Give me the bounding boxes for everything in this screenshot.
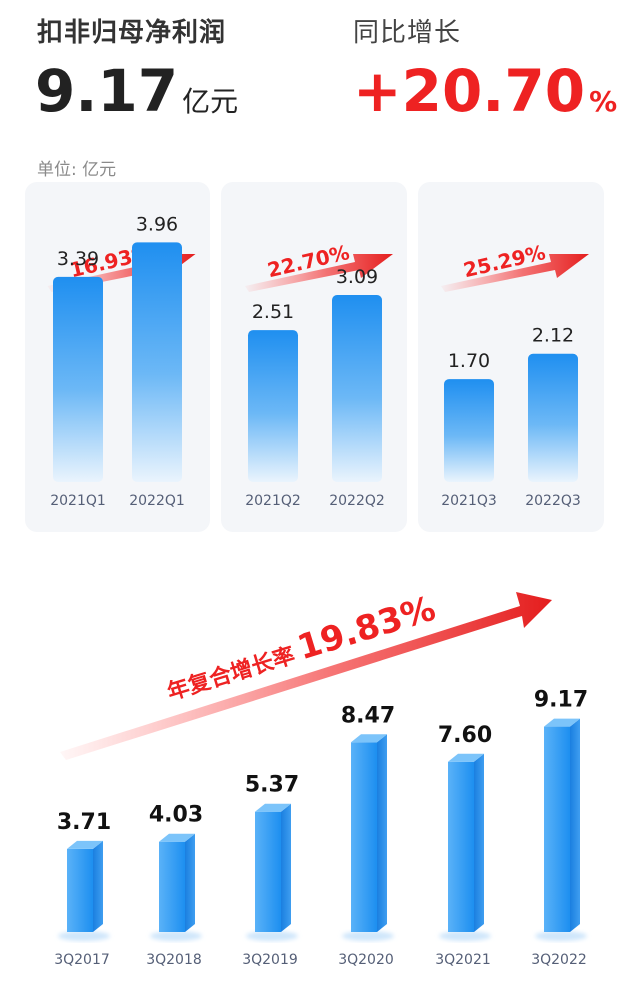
metric-unit: 亿元 <box>182 85 239 118</box>
metric-label: 扣非归母净利润 <box>37 18 227 48</box>
bar-3Q2022 <box>535 718 587 941</box>
value-label-2022Q2: 3.09 <box>336 266 378 288</box>
growth-arrow-3 <box>441 254 589 292</box>
tick-3Q2019: 3Q2019 <box>242 952 298 968</box>
bar-3Q2019 <box>246 803 298 941</box>
cagr-arrow <box>60 592 552 760</box>
bar-2021Q1 <box>53 276 103 482</box>
bar-3Q2018 <box>150 833 202 941</box>
value-label-3Q2018: 4.03 <box>149 803 203 828</box>
metric-value-block: 9.17 亿元 <box>35 56 238 137</box>
value-label-3Q2017: 3.71 <box>57 810 111 835</box>
growth-unit: % <box>589 85 618 118</box>
value-label-3Q2020: 8.47 <box>341 703 395 728</box>
bar-3Q2017 <box>58 840 110 941</box>
bar-2022Q2 <box>332 295 382 482</box>
tick-2021Q3: 2021Q3 <box>441 493 497 509</box>
cagr-text: 年复合增长率 <box>164 642 298 705</box>
value-label-2022Q1: 3.96 <box>136 213 178 235</box>
growth-value-block: +20.70% <box>353 56 617 137</box>
value-label-2021Q2: 2.51 <box>252 301 294 323</box>
tick-2021Q2: 2021Q2 <box>245 493 301 509</box>
tick-3Q2017: 3Q2017 <box>54 952 110 968</box>
tick-3Q2021: 3Q2021 <box>435 952 491 968</box>
value-label-3Q2022: 9.17 <box>534 688 588 713</box>
value-label-2022Q3: 2.12 <box>532 325 574 347</box>
bar-2022Q1 <box>132 242 182 482</box>
value-label-3Q2021: 7.60 <box>438 723 492 748</box>
bar-3Q2021 <box>439 753 491 941</box>
tick-3Q2022: 3Q2022 <box>531 952 587 968</box>
metric-value: 9.17 <box>35 57 179 125</box>
bar-2022Q3 <box>528 353 578 482</box>
value-label-2021Q1: 3.39 <box>57 248 99 270</box>
tick-2022Q1: 2022Q1 <box>129 493 185 509</box>
bar-2021Q3 <box>444 379 494 482</box>
value-label-3Q2019: 5.37 <box>245 773 299 798</box>
tick-2021Q1: 2021Q1 <box>50 493 106 509</box>
growth-value: +20.70 <box>353 57 586 125</box>
value-label-2021Q3: 1.70 <box>448 350 490 372</box>
tick-3Q2020: 3Q2020 <box>338 952 394 968</box>
tick-2022Q2: 2022Q2 <box>329 493 385 509</box>
bar-2021Q2 <box>248 330 298 482</box>
growth-arrow-2 <box>245 254 393 292</box>
growth-label: 同比增长 <box>353 18 462 48</box>
tick-3Q2018: 3Q2018 <box>146 952 202 968</box>
unit-note: 单位: 亿元 <box>37 160 117 180</box>
bar-3Q2020 <box>342 734 394 941</box>
tick-2022Q3: 2022Q3 <box>525 493 581 509</box>
